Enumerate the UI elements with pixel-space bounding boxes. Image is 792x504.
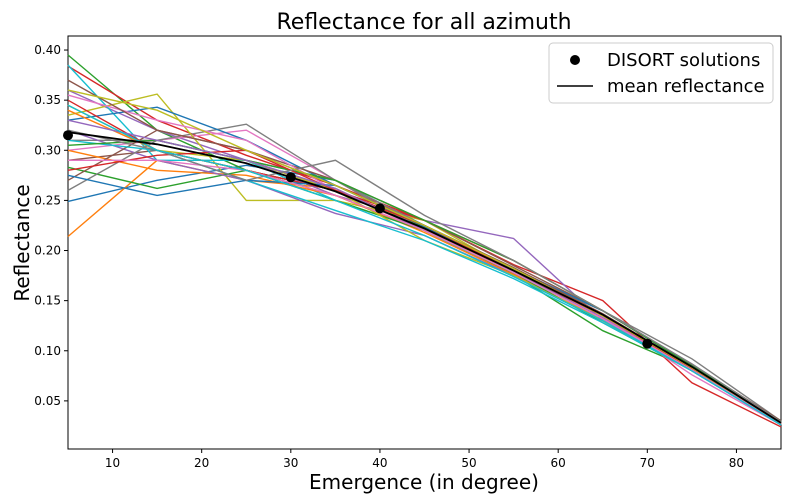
legend-label-disort: DISORT solutions — [607, 50, 760, 71]
azimuth-series-line-9 — [67, 93, 782, 425]
x-tick-label: 30 — [283, 456, 298, 470]
x-tick-label: 20 — [194, 456, 209, 470]
azimuth-series-group — [67, 54, 782, 428]
legend-marker-disort — [570, 55, 580, 65]
disort-points-group — [63, 130, 653, 349]
azimuth-series-line-16 — [67, 129, 782, 422]
x-axis-label: Emergence (in degree) — [309, 470, 539, 494]
disort-point-1 — [63, 130, 73, 141]
y-tick-label: 0.15 — [34, 294, 61, 308]
y-tick-label: 0.10 — [34, 344, 61, 358]
azimuth-series-line-20 — [67, 139, 782, 425]
azimuth-series-line-8 — [68, 123, 782, 422]
azimuth-series-line-2 — [67, 159, 782, 424]
azimuth-series-line-6 — [67, 149, 782, 423]
x-axis-ticks: 10 20 30 40 50 60 70 80 — [105, 449, 744, 470]
azimuth-series-line-25 — [67, 119, 782, 425]
legend-label-mean: mean reflectance — [607, 76, 765, 97]
x-tick-label: 60 — [551, 456, 566, 470]
azimuth-series-line-27 — [68, 159, 782, 425]
azimuth-series-line-28 — [67, 129, 782, 423]
legend: DISORT solutions mean reflectance — [548, 42, 774, 104]
y-tick-label: 0.30 — [34, 143, 61, 157]
x-tick-label: 80 — [729, 456, 744, 470]
mean-reflectance-group — [67, 131, 782, 424]
x-tick-label: 70 — [640, 456, 655, 470]
azimuth-series-line-10 — [67, 64, 782, 426]
y-tick-label: 0.20 — [34, 244, 61, 258]
disort-point-4 — [642, 338, 653, 349]
y-tick-label: 0.40 — [34, 43, 61, 57]
azimuth-series-line-26 — [67, 79, 782, 424]
azimuth-series-line-21 — [67, 174, 782, 423]
azimuth-series-line-30 — [67, 104, 782, 426]
azimuth-series-line-18 — [67, 139, 782, 423]
disort-point-2 — [285, 172, 296, 183]
azimuth-series-line-12 — [67, 149, 782, 425]
azimuth-series-line-24 — [67, 149, 782, 425]
mean-reflectance-line — [67, 131, 782, 424]
y-axis-ticks: 0.05 0.10 0.15 0.20 0.25 0.30 0.35 0.40 — [34, 43, 68, 408]
azimuth-series-line-23 — [67, 139, 782, 423]
y-tick-label: 0.35 — [34, 93, 61, 107]
y-axis-label: Reflectance — [10, 184, 34, 301]
x-tick-label: 40 — [372, 456, 387, 470]
x-tick-label: 10 — [105, 456, 120, 470]
plot-area — [67, 35, 782, 450]
y-tick-label: 0.05 — [34, 394, 61, 408]
azimuth-series-line-22 — [67, 109, 782, 425]
x-tick-label: 50 — [461, 456, 476, 470]
legend-box — [548, 42, 774, 104]
azimuth-series-line-5 — [67, 89, 782, 426]
azimuth-series-line-7 — [67, 129, 782, 426]
y-tick-label: 0.25 — [34, 193, 61, 207]
azimuth-series-line-19 — [67, 104, 782, 425]
azimuth-series-line-4 — [67, 65, 782, 428]
azimuth-series-line-1 — [67, 164, 782, 425]
disort-point-3 — [374, 203, 385, 214]
azimuth-series-line-29 — [67, 89, 782, 424]
azimuth-series-line-13 — [67, 166, 782, 425]
chart-title: Reflectance for all azimuth — [276, 10, 571, 35]
azimuth-series-line-15 — [67, 129, 782, 424]
